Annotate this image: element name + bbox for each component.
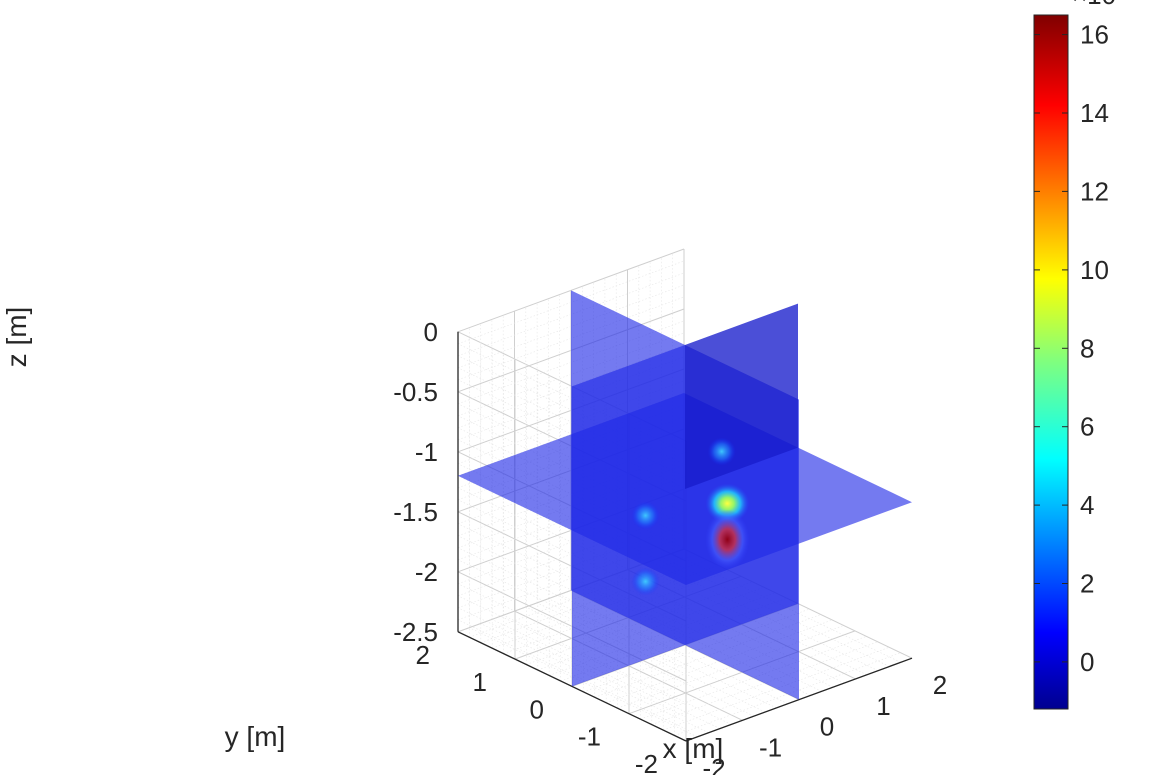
colorbar-tick-label: 2 xyxy=(1080,569,1094,599)
colorbar-exponent-clip: ×10 xyxy=(1072,0,1116,10)
grid-line xyxy=(628,630,856,715)
y-tick-label: 2 xyxy=(416,640,430,670)
colorbar-tick-label: 0 xyxy=(1080,647,1094,677)
colorbar: 16 14 12 10 8 6 4 2 0 ×10 xyxy=(1033,0,1116,710)
z-axis-label: z [m] xyxy=(1,307,32,368)
z-tick-label: 0 xyxy=(424,317,438,347)
colorbar-tick-label: 14 xyxy=(1080,98,1109,128)
y-tick-label: -2 xyxy=(635,749,658,775)
y-tick-label: -1 xyxy=(578,722,601,752)
grid-line xyxy=(674,652,901,736)
z-tick-label: -1.5 xyxy=(393,497,438,527)
colorbar-gradient xyxy=(1033,14,1069,710)
hotspot xyxy=(631,567,660,596)
colorbar-ticks: 16 14 12 10 8 6 4 2 0 xyxy=(1034,20,1109,677)
x-axis-label: x [m] xyxy=(663,733,724,764)
grid-line xyxy=(640,636,867,720)
hotspot xyxy=(705,509,750,570)
hotspot xyxy=(631,501,660,530)
colorbar-tick-label: 4 xyxy=(1080,490,1094,520)
y-tick-label: 1 xyxy=(473,667,487,697)
colorbar-tick-label: 16 xyxy=(1080,20,1109,50)
colorbar-tick-label: 6 xyxy=(1080,412,1094,442)
x-tick-label: -1 xyxy=(759,732,782,762)
slice-planes xyxy=(458,290,912,700)
x-tick-label: 1 xyxy=(876,691,890,721)
x-tick-label: 0 xyxy=(820,712,834,742)
z-tick-label: -2.5 xyxy=(393,617,438,647)
colorbar-tick-label: 10 xyxy=(1080,255,1109,285)
hotspots xyxy=(631,437,750,596)
tick-labels: 0 -0.5 -1 -1.5 -2 -2.5 -2 -1 0 1 2 -2 -1 0 1 2 xyxy=(393,317,947,775)
y-axis-label: y [m] xyxy=(225,721,286,752)
x-tick-label: -2 xyxy=(702,753,725,775)
grid-line xyxy=(663,646,890,731)
x-tick-label: 2 xyxy=(933,670,947,700)
z-tick-label: -2 xyxy=(415,557,438,587)
z-tick-label: -0.5 xyxy=(393,377,438,407)
hotspot xyxy=(705,483,750,524)
hotspot xyxy=(707,437,736,466)
y-tick-label: 0 xyxy=(530,694,544,724)
z-tick-label: -1 xyxy=(415,437,438,467)
colorbar-tick-label: 12 xyxy=(1080,176,1109,206)
colorbar-tick-label: 8 xyxy=(1080,333,1094,363)
